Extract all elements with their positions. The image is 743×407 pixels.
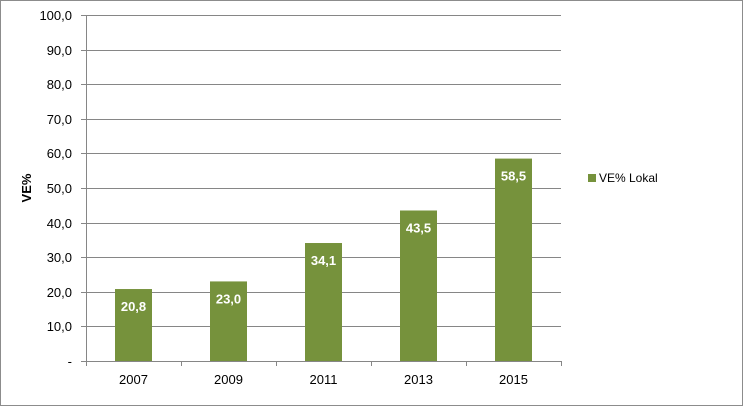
legend: VE% Lokal (588, 171, 658, 185)
data-label: 58,5 (501, 169, 526, 184)
bar (400, 210, 437, 361)
x-tick-label: 2007 (119, 372, 148, 387)
y-tick-label: 10,0 (47, 319, 72, 334)
y-tick-label: 20,0 (47, 285, 72, 300)
data-label: 43,5 (406, 220, 431, 235)
y-tick-label: 50,0 (47, 181, 72, 196)
data-label: 20,8 (121, 299, 146, 314)
y-tick-label: 60,0 (47, 146, 72, 161)
bar (305, 243, 342, 361)
y-tick-label: 80,0 (47, 77, 72, 92)
x-tick-label: 2011 (310, 372, 338, 387)
bars (115, 158, 532, 361)
data-labels: 20,8 23,0 34,1 43,5 58,5 (121, 169, 526, 314)
bar (495, 158, 532, 361)
legend-swatch (588, 174, 596, 182)
y-tick-label: - (68, 354, 72, 369)
legend-label: VE% Lokal (599, 171, 658, 185)
y-tick-label: 100,0 (39, 8, 72, 23)
bar (210, 281, 247, 361)
x-tick-label: 2009 (214, 372, 243, 387)
axes: - 10,0 20,0 30,0 40,0 50,0 60,0 70,0 80,0 90,0 100… (39, 8, 562, 387)
data-label: 23,0 (216, 291, 241, 306)
bar (115, 289, 152, 361)
y-tick-label: 40,0 (47, 216, 72, 231)
y-axis-title: VE% (19, 173, 34, 202)
gridlines (86, 15, 561, 327)
y-tick-label: 70,0 (47, 112, 72, 127)
x-tick-label: 2013 (404, 372, 433, 387)
data-label: 34,1 (311, 253, 336, 268)
y-tick-label: 30,0 (47, 250, 72, 265)
y-tick-label: 90,0 (47, 43, 72, 58)
x-tick-label: 2015 (499, 372, 528, 387)
